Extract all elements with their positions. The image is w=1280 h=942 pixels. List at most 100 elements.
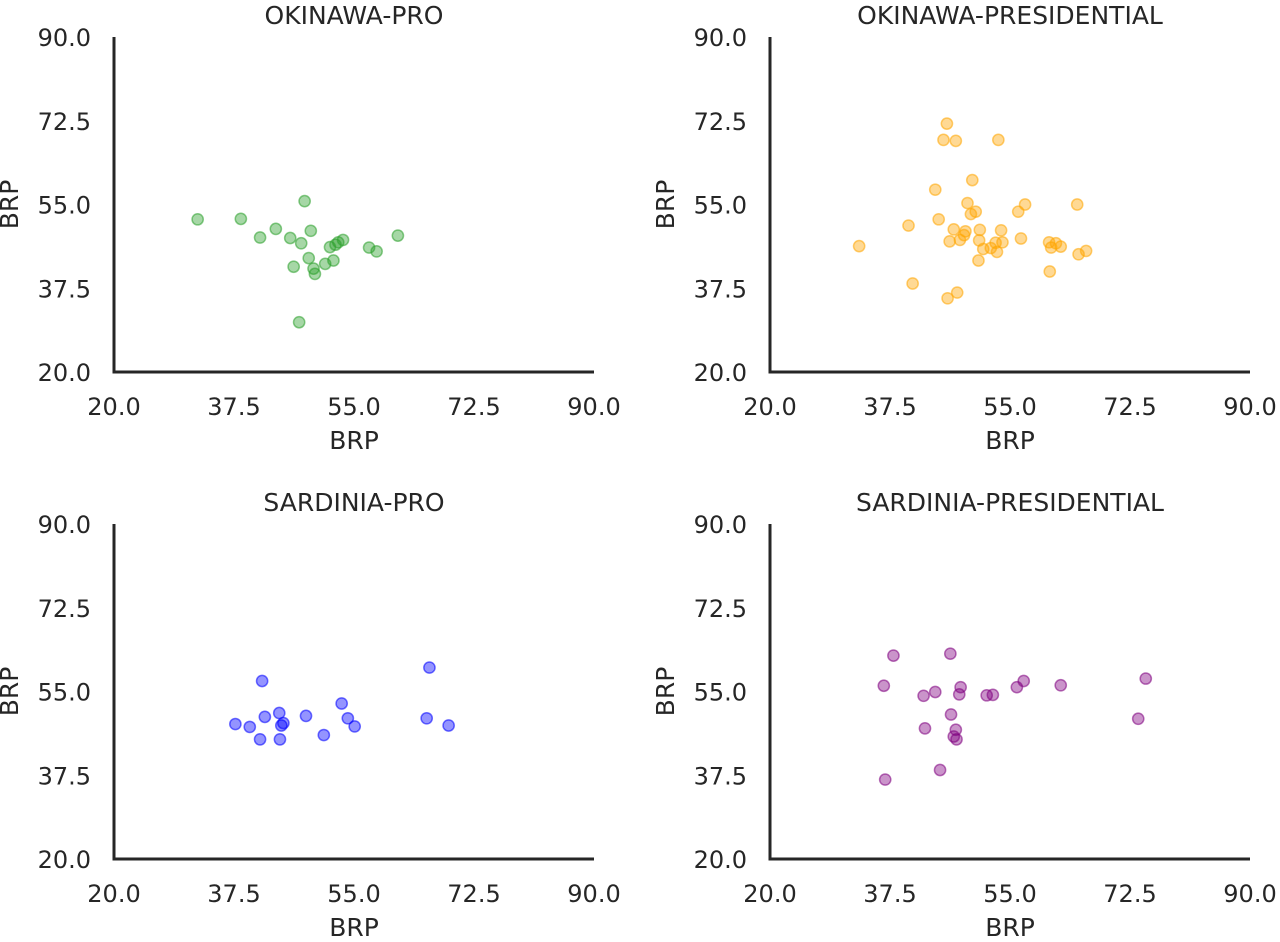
x-tick-label: 37.5 [207, 393, 260, 421]
scatter-point [287, 260, 301, 274]
scatter-point [972, 254, 985, 267]
x-tick-label: 37.5 [863, 880, 916, 908]
scatter-point [348, 720, 362, 733]
scatter-point [852, 239, 866, 253]
scatter-point [953, 233, 967, 247]
y-tick-label: 72.5 [38, 108, 91, 136]
scatter-point [906, 277, 919, 290]
scatter-points [877, 647, 1153, 786]
y-tick-label: 72.5 [694, 108, 747, 136]
scatter-point [990, 245, 1004, 259]
scatter-point [940, 117, 954, 130]
scatter-point [887, 649, 900, 662]
y-tick-label: 20.0 [694, 359, 747, 387]
y-tick-label: 37.5 [694, 762, 747, 790]
chart-title: SARDINIA-PRESIDENTIAL [856, 488, 1164, 517]
scatter-point [996, 235, 1009, 249]
scatter-point [1018, 198, 1032, 211]
scatter-point [335, 697, 349, 710]
y-axis-label: BRP [651, 667, 680, 717]
scatter-point [1072, 247, 1085, 261]
scatter-point [932, 212, 946, 226]
y-axis-label: BRP [0, 180, 24, 230]
y-tick-label: 90.0 [38, 24, 91, 52]
scatter-point [1070, 198, 1084, 211]
scatter-point [1043, 265, 1057, 278]
y-axis-label: BRP [0, 667, 24, 717]
y-tick-label: 20.0 [38, 846, 91, 874]
chart-title: SARDINIA-PRO [263, 488, 444, 517]
scatter-point [258, 710, 272, 724]
x-tick-label: 20.0 [743, 880, 796, 908]
x-tick-label: 55.0 [983, 880, 1036, 908]
scatter-point [973, 223, 987, 237]
scatter-point [302, 251, 316, 265]
scatter-point [308, 267, 322, 281]
x-tick-label: 55.0 [327, 393, 380, 421]
x-axis-label: BRP [329, 426, 379, 455]
y-tick-label: 37.5 [38, 762, 91, 790]
scatter-point [878, 773, 892, 786]
x-tick-label: 90.0 [1223, 880, 1276, 908]
scatter-point [1054, 678, 1068, 692]
scatter-point [304, 224, 318, 238]
x-tick-label: 72.5 [1103, 393, 1156, 421]
y-tick-label: 37.5 [38, 275, 91, 303]
y-tick-label: 90.0 [694, 24, 747, 52]
scatter-point [965, 173, 979, 187]
scatter-point [943, 647, 957, 661]
y-tick-label: 37.5 [694, 275, 747, 303]
scatter-point [294, 236, 308, 250]
scatter-point [928, 685, 942, 699]
scatter-point [273, 733, 287, 746]
scatter-point [362, 241, 376, 254]
x-axis-label: BRP [329, 913, 379, 942]
scatter-point [1014, 232, 1028, 245]
scatter-point [229, 717, 242, 731]
subplot-4: SARDINIA-PRESIDENTIAL 20.0 37.5 55.0 72.5 90.… [651, 488, 1277, 942]
subplot-3: SARDINIA-PRO 20.0 37.5 55.0 72.5 90.0 20.0 37.5… [0, 488, 621, 942]
scatter-point [423, 661, 436, 674]
x-tick-label: 37.5 [207, 880, 260, 908]
scatter-point [292, 315, 306, 329]
x-tick-label: 20.0 [87, 393, 140, 421]
x-tick-label: 90.0 [1223, 393, 1276, 421]
scatter-point [950, 733, 963, 746]
scatter-point [944, 708, 958, 721]
scatter-point [317, 728, 331, 742]
x-tick-label: 55.0 [983, 393, 1036, 421]
scatter-points [229, 661, 455, 746]
scatter-point [341, 711, 355, 725]
subplot-1: OKINAWA-PRO 20.0 37.5 55.0 72.5 90.0 20.0 37.5 5… [0, 1, 621, 455]
scatter-point [191, 212, 205, 226]
x-tick-label: 37.5 [863, 393, 916, 421]
subplot-2: OKINAWA-PRESIDENTIAL 20.0 37.5 55.0 72.5 90.0… [651, 1, 1277, 455]
x-tick-label: 72.5 [447, 880, 500, 908]
scatter-point [928, 183, 942, 197]
scatter-point [253, 733, 267, 746]
x-tick-label: 90.0 [567, 393, 620, 421]
y-tick-label: 20.0 [38, 359, 91, 387]
y-tick-label: 55.0 [38, 192, 91, 220]
scatter-point [949, 134, 963, 148]
x-tick-label: 72.5 [1103, 880, 1156, 908]
scatter-point [947, 223, 961, 236]
scatter-point [255, 674, 269, 688]
scatter-point [918, 722, 932, 735]
scatter-point [336, 233, 350, 247]
scatter-point [877, 679, 891, 693]
scatter-point [1054, 240, 1068, 253]
y-axis-label: BRP [651, 180, 680, 230]
scatter-point [269, 222, 283, 236]
x-tick-label: 20.0 [743, 393, 796, 421]
x-tick-label: 90.0 [567, 880, 620, 908]
scatter-point [1079, 244, 1093, 258]
scatter-point [933, 763, 947, 777]
scatter-point [961, 196, 974, 210]
y-tick-label: 90.0 [38, 511, 91, 539]
scatter-point [902, 219, 915, 232]
scatter-point [917, 689, 930, 703]
scatter-point [234, 212, 248, 226]
x-tick-label: 20.0 [87, 880, 140, 908]
y-tick-label: 55.0 [38, 679, 91, 707]
